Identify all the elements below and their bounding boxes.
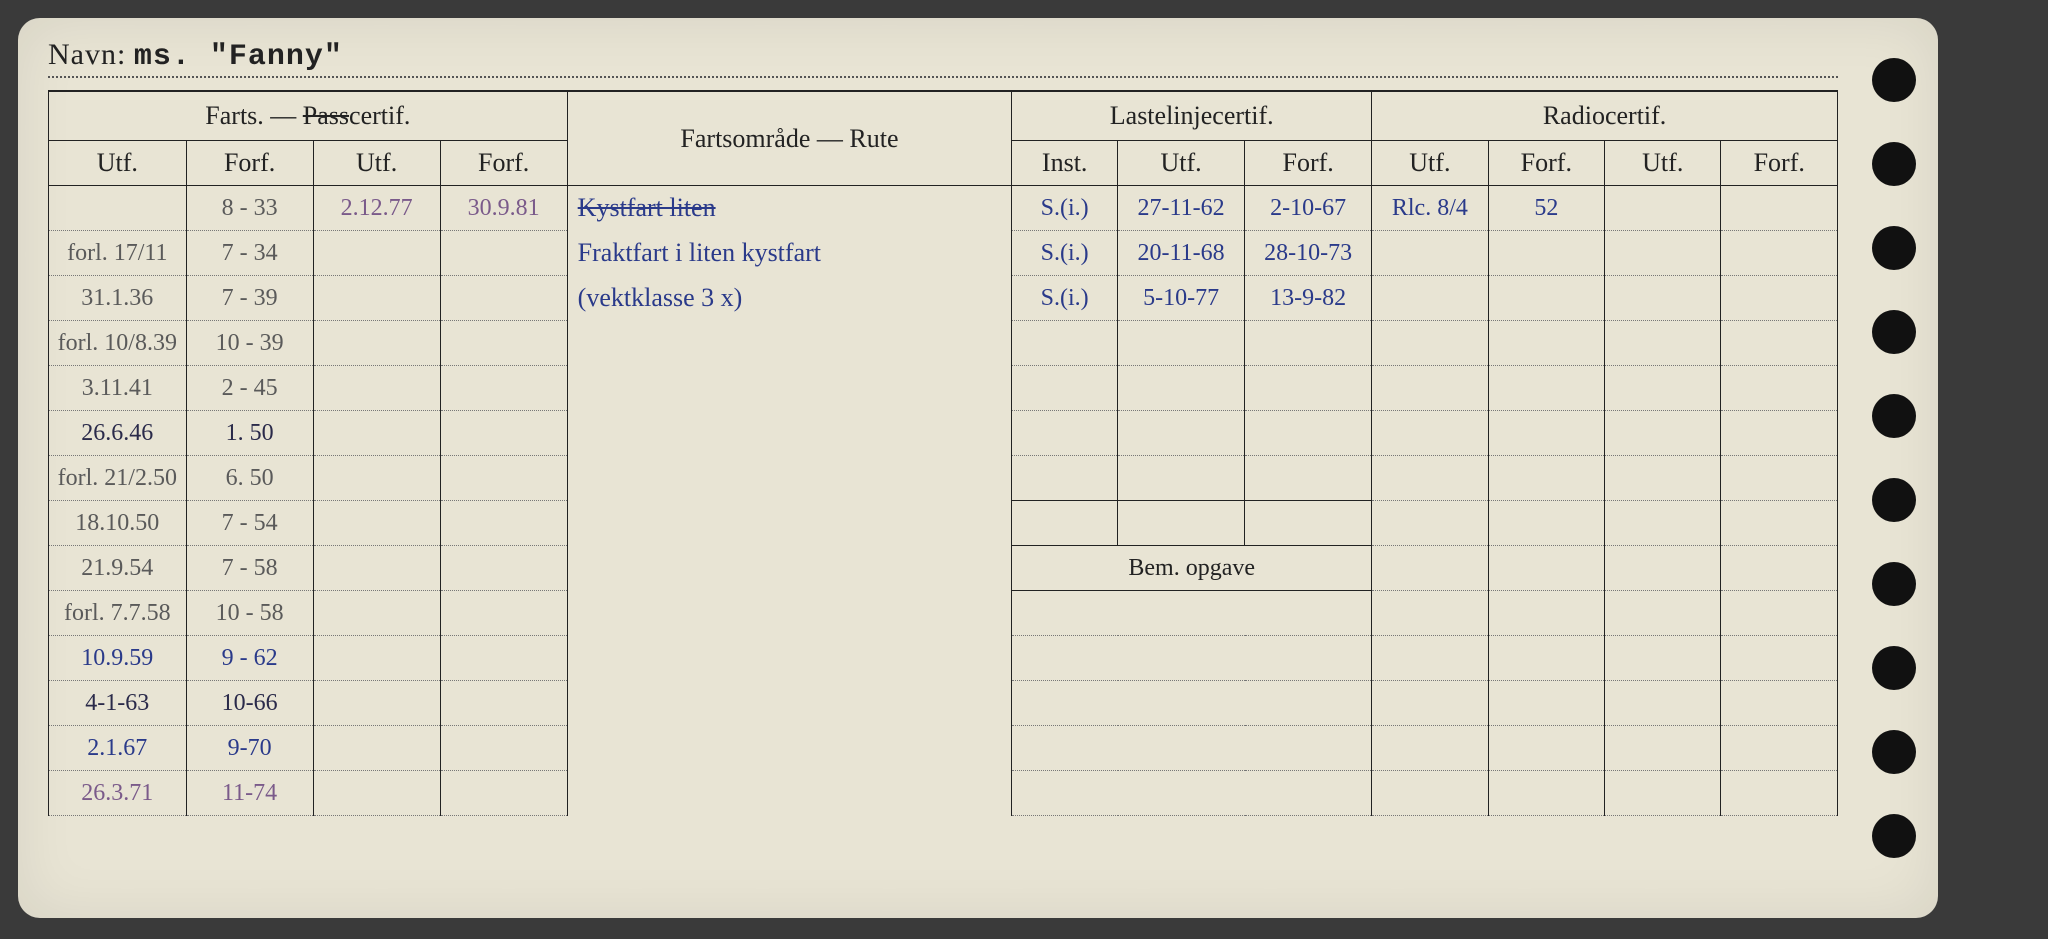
cell: 7 - 58 xyxy=(186,546,313,591)
cell: 13-9-82 xyxy=(1245,276,1372,321)
cell: forl. 10/8.39 xyxy=(49,321,187,366)
cell: 9 - 62 xyxy=(186,636,313,681)
hole-icon xyxy=(1872,142,1916,186)
cell: 2.1.67 xyxy=(49,726,187,771)
certificate-table: Farts. — Passcertif. Fartsområde — Rute … xyxy=(48,92,1838,816)
hole-icon xyxy=(1872,58,1916,102)
hole-icon xyxy=(1872,310,1916,354)
cell: Rlc. 8/4 xyxy=(1372,186,1488,231)
hdr-forf: Forf. xyxy=(1488,141,1604,186)
hole-icon xyxy=(1872,478,1916,522)
cell: 3.11.41 xyxy=(49,366,187,411)
cell xyxy=(49,186,187,231)
cell: 18.10.50 xyxy=(49,501,187,546)
cell: 10 - 58 xyxy=(186,591,313,636)
cell: 1. 50 xyxy=(186,411,313,456)
hdr-lastelinje: Lastelinjecertif. xyxy=(1012,92,1372,141)
cell: forl. 17/11 xyxy=(49,231,187,276)
cell: 8 - 33 xyxy=(186,186,313,231)
hdr-utf: Utf. xyxy=(313,141,440,186)
hole-icon xyxy=(1872,226,1916,270)
name-row: Navn: ms. "Fanny" xyxy=(48,38,1838,74)
hdr-inst: Inst. xyxy=(1012,141,1118,186)
hdr-radio: Radiocertif. xyxy=(1372,92,1838,141)
cell: forl. 21/2.50 xyxy=(49,456,187,501)
cell: 27-11-62 xyxy=(1118,186,1245,231)
cell: 10.9.59 xyxy=(49,636,187,681)
cell: 21.9.54 xyxy=(49,546,187,591)
hole-icon xyxy=(1872,562,1916,606)
hdr-utf: Utf. xyxy=(1372,141,1488,186)
hdr-farts-pass: Farts. — Passcertif. xyxy=(49,92,568,141)
cell: 2.12.77 xyxy=(313,186,440,231)
cell xyxy=(1605,186,1721,231)
cell: 7 - 34 xyxy=(186,231,313,276)
dotted-rule xyxy=(48,76,1838,78)
cell xyxy=(1721,186,1838,231)
cell: 26.6.46 xyxy=(49,411,187,456)
cell: forl. 7.7.58 xyxy=(49,591,187,636)
route-line1: Kystfart liten xyxy=(567,186,1012,231)
index-card: Navn: ms. "Fanny" Farts. — Passcertif. F… xyxy=(18,18,1938,918)
cell: 26.3.71 xyxy=(49,771,187,816)
hdr-utf: Utf. xyxy=(49,141,187,186)
cell: S.(i.) xyxy=(1012,186,1118,231)
route-line3: (vektklasse 3 x) xyxy=(567,276,1012,321)
name-label: Navn: xyxy=(48,38,126,71)
route-line2: Fraktfart i liten kystfart xyxy=(567,231,1012,276)
hdr-forf: Forf. xyxy=(440,141,567,186)
cell: 11-74 xyxy=(186,771,313,816)
cell: 9-70 xyxy=(186,726,313,771)
cell: 7 - 39 xyxy=(186,276,313,321)
cell: 4-1-63 xyxy=(49,681,187,726)
cell: 2 - 45 xyxy=(186,366,313,411)
cell: 2-10-67 xyxy=(1245,186,1372,231)
hole-icon xyxy=(1872,730,1916,774)
hole-icon xyxy=(1872,394,1916,438)
cell: S.(i.) xyxy=(1012,231,1118,276)
cell: 31.1.36 xyxy=(49,276,187,321)
hdr-fartsomrade: Fartsområde — Rute xyxy=(567,92,1012,186)
cell: 30.9.81 xyxy=(440,186,567,231)
cell: 6. 50 xyxy=(186,456,313,501)
hdr-utf: Utf. xyxy=(1605,141,1721,186)
cell: 52 xyxy=(1488,186,1604,231)
cell: 7 - 54 xyxy=(186,501,313,546)
hdr-forf: Forf. xyxy=(186,141,313,186)
cell: 20-11-68 xyxy=(1118,231,1245,276)
cell: 28-10-73 xyxy=(1245,231,1372,276)
hdr-utf: Utf. xyxy=(1118,141,1245,186)
cell: 10-66 xyxy=(186,681,313,726)
binder-holes xyxy=(1864,58,1924,918)
cell: 5-10-77 xyxy=(1118,276,1245,321)
hole-icon xyxy=(1872,646,1916,690)
hdr-forf: Forf. xyxy=(1245,141,1372,186)
hdr-forf: Forf. xyxy=(1721,141,1838,186)
cell: 10 - 39 xyxy=(186,321,313,366)
bem-opgave: Bem. opgave xyxy=(1012,546,1372,591)
cell: S.(i.) xyxy=(1012,276,1118,321)
name-value: ms. "Fanny" xyxy=(134,40,343,74)
hole-icon xyxy=(1872,814,1916,858)
